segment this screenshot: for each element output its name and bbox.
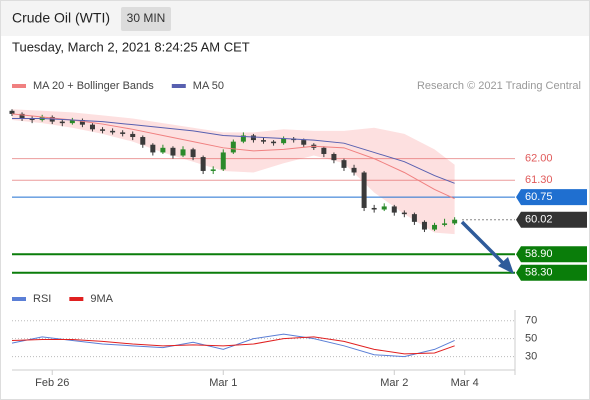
bollinger-band [12, 109, 455, 235]
candle-body [79, 120, 85, 125]
timestamp: Tuesday, March 2, 2021 8:24:25 AM CET [12, 39, 250, 54]
candle-body [411, 214, 417, 222]
timeframe-badge [121, 7, 171, 31]
credit: Research © 2021 Trading Central [417, 80, 581, 92]
level-label: 58.90 [525, 248, 553, 260]
level-label: 60.02 [525, 214, 553, 226]
level-label: 61.30 [525, 174, 553, 186]
candle-body [401, 212, 407, 215]
legend-label: 9MA [90, 293, 113, 305]
legend-swatch [12, 84, 26, 88]
candle-body [210, 169, 216, 171]
level-label-box [516, 264, 587, 281]
candle-body [200, 157, 206, 171]
candle-body [140, 137, 146, 145]
legend-swatch [171, 84, 186, 88]
candle-body [351, 167, 357, 173]
forecast-arrowhead [498, 257, 514, 274]
forecast-arrow [460, 220, 508, 268]
level-label-box [516, 211, 587, 228]
y-tick-label: 50 [525, 333, 537, 345]
candle-body [271, 141, 277, 144]
level-label-box [516, 246, 587, 263]
x-tick-label: Mar 1 [209, 377, 237, 389]
candle-body [452, 219, 458, 224]
series-line [11, 333, 455, 358]
candle-body [130, 133, 136, 138]
x-tick-label: Feb 26 [35, 377, 69, 389]
candle-body [391, 206, 397, 213]
candle-body [240, 135, 246, 142]
legend-label: RSI [33, 293, 51, 305]
level-label: 60.75 [525, 191, 553, 203]
series-line [12, 118, 455, 184]
candle-body [220, 152, 226, 170]
y-tick-label: 30 [525, 350, 537, 362]
y-tick-label: 70 [525, 315, 537, 327]
candle-body [59, 121, 65, 124]
legend-label: MA 20 + Bollinger Bands [33, 80, 154, 92]
candle-body [331, 153, 337, 161]
x-tick-label: Mar 2 [380, 377, 408, 389]
candle-body [89, 124, 95, 130]
candle-body [230, 141, 236, 153]
level-label-box [516, 189, 587, 206]
timeframe: 30 MIN [127, 11, 166, 25]
candle-body [341, 160, 347, 168]
candle-body [150, 144, 156, 153]
candle-body [9, 110, 15, 114]
candle-body [69, 120, 75, 124]
candle-body [120, 132, 126, 134]
level-label: 58.30 [525, 267, 553, 279]
header-bar [1, 1, 589, 36]
candle-body [19, 113, 25, 119]
candle-body [301, 140, 307, 145]
header-title: Crude Oil (WTI) [12, 10, 110, 26]
x-tick-label: Mar 4 [451, 377, 479, 389]
candle-body [432, 224, 438, 230]
candle-body [170, 147, 176, 156]
candle-body [100, 129, 106, 131]
candle-body [180, 149, 186, 156]
level-label: 62.00 [525, 153, 553, 165]
candle-body [421, 221, 427, 230]
series-line [11, 336, 455, 355]
candle-body [321, 147, 327, 154]
candle-body [281, 138, 287, 144]
candle-body [160, 147, 166, 153]
legend-swatch [12, 297, 26, 301]
candle-body [261, 140, 266, 142]
candle-body [371, 207, 377, 210]
candle-body [29, 118, 35, 121]
candle-body [190, 149, 196, 158]
candle-body [250, 135, 256, 141]
candle-body [110, 130, 116, 133]
candle-body [361, 172, 367, 208]
legend-swatch [69, 297, 84, 301]
legend-label: MA 50 [193, 80, 224, 92]
candle-body [442, 223, 448, 225]
series-line [11, 113, 455, 200]
candle-body [381, 206, 387, 210]
